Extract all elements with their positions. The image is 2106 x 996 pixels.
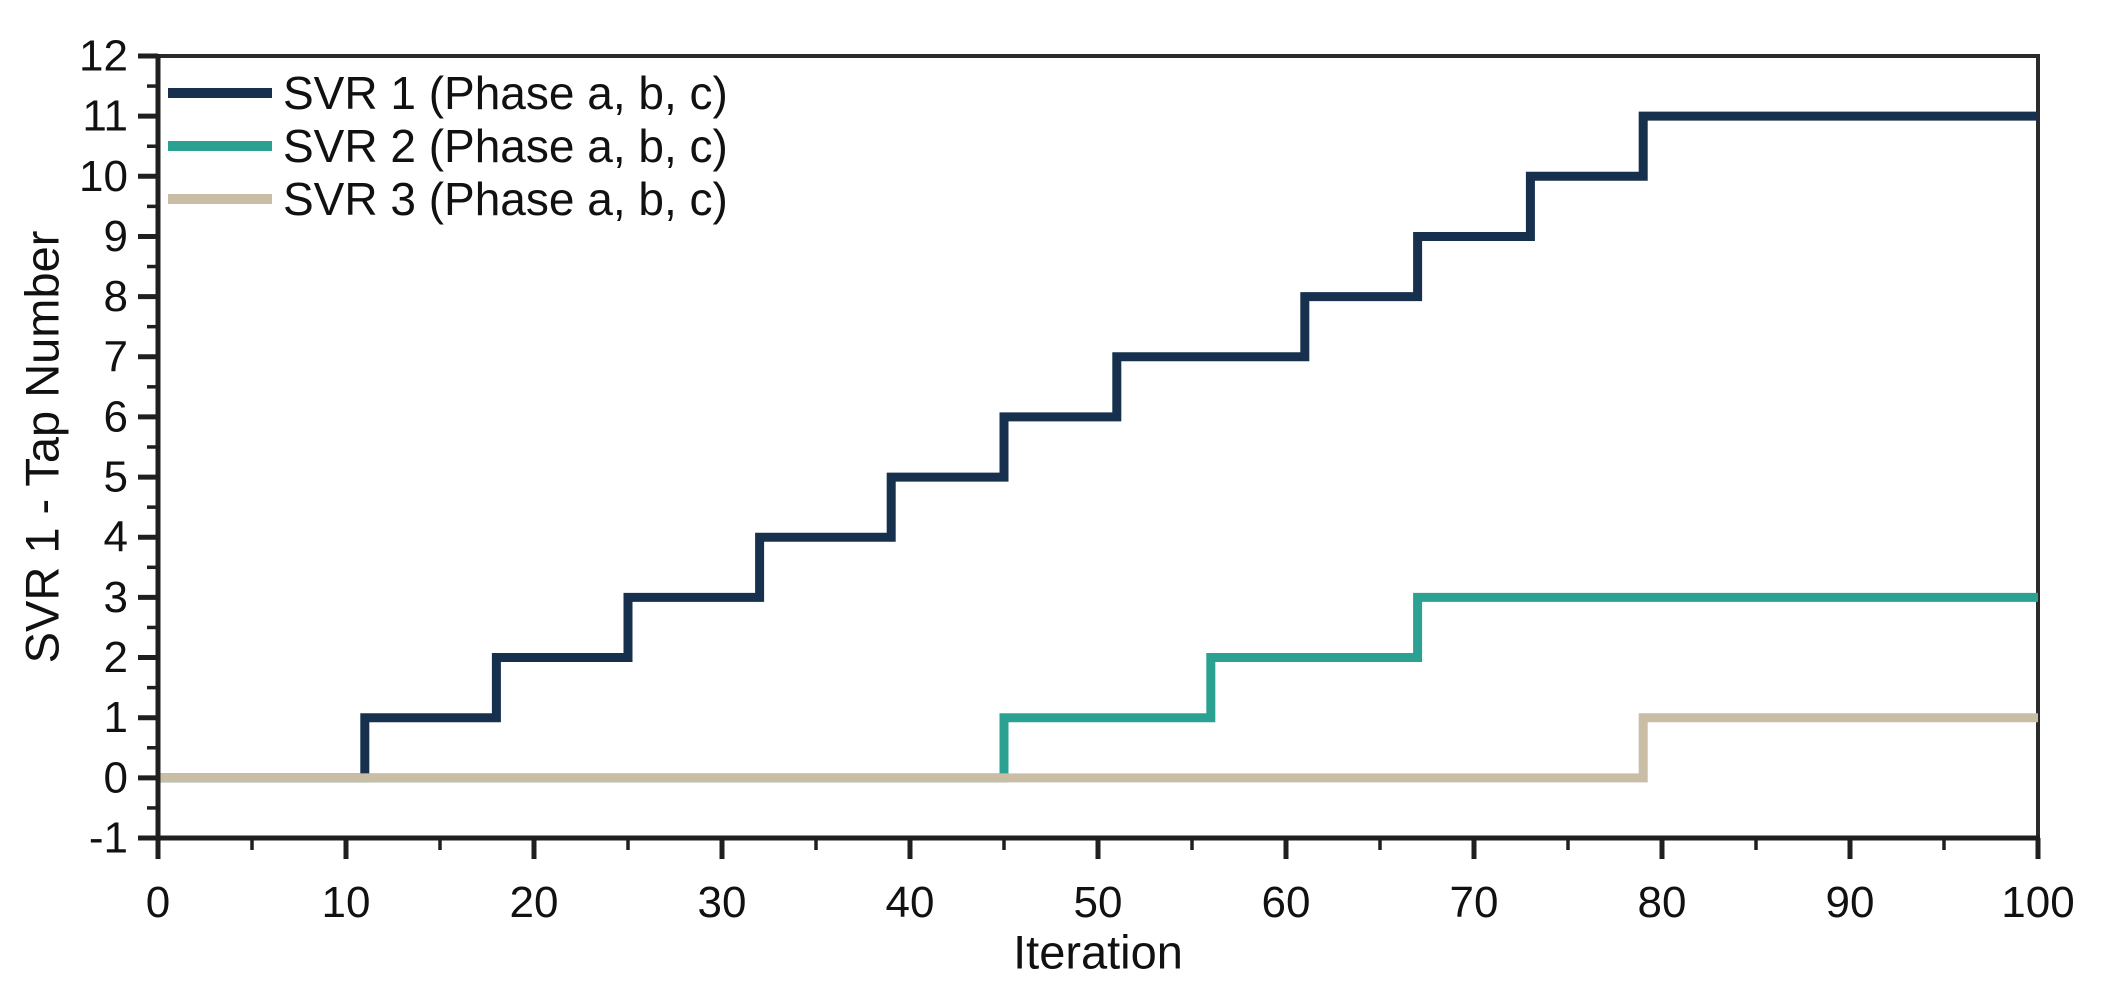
series-path-3 xyxy=(158,713,2038,783)
legend-label-1: SVR 1 (Phase a, b, c) xyxy=(283,67,728,119)
x-tick-label: 90 xyxy=(1826,878,1875,927)
series-path-1 xyxy=(158,111,2038,783)
x-tick-label: 70 xyxy=(1450,878,1499,927)
x-tick-label: 100 xyxy=(2001,878,2074,927)
y-tick-label: 12 xyxy=(79,32,128,81)
y-tick-label: 11 xyxy=(82,92,128,141)
x-tick-label: 10 xyxy=(322,878,371,927)
y-tick-label: 9 xyxy=(104,212,128,261)
legend-label-3: SVR 3 (Phase a, b, c) xyxy=(283,173,728,225)
data-series xyxy=(158,111,2038,783)
y-tick-label: 6 xyxy=(104,392,128,441)
legend-label-2: SVR 2 (Phase a, b, c) xyxy=(283,120,728,172)
x-tick-label: 20 xyxy=(510,878,559,927)
y-tick-label: 7 xyxy=(104,332,128,381)
x-tick-label: 80 xyxy=(1638,878,1687,927)
x-tick-label: 50 xyxy=(1074,878,1123,927)
y-tick-label: 5 xyxy=(104,453,128,502)
x-tick-label: 40 xyxy=(886,878,935,927)
y-tick-label: -1 xyxy=(89,814,128,863)
y-tick-label: 2 xyxy=(104,633,128,682)
x-tick-label: 60 xyxy=(1262,878,1311,927)
y-tick-label: 3 xyxy=(104,573,128,622)
legend: SVR 1 (Phase a, b, c)SVR 2 (Phase a, b, … xyxy=(168,67,728,225)
y-tick-label: 10 xyxy=(79,152,128,201)
y-tick-label: 1 xyxy=(104,693,128,742)
x-axis-title: Iteration xyxy=(1013,926,1183,979)
y-tick-label: 4 xyxy=(104,513,128,562)
y-tick-label: 8 xyxy=(104,272,128,321)
y-tick-label: 0 xyxy=(104,753,128,802)
series-path-2 xyxy=(158,592,2038,783)
y-axis-title: SVR 1 - Tap Number xyxy=(16,231,69,664)
x-tick-label: 0 xyxy=(146,878,170,927)
x-tick-label: 30 xyxy=(698,878,747,927)
